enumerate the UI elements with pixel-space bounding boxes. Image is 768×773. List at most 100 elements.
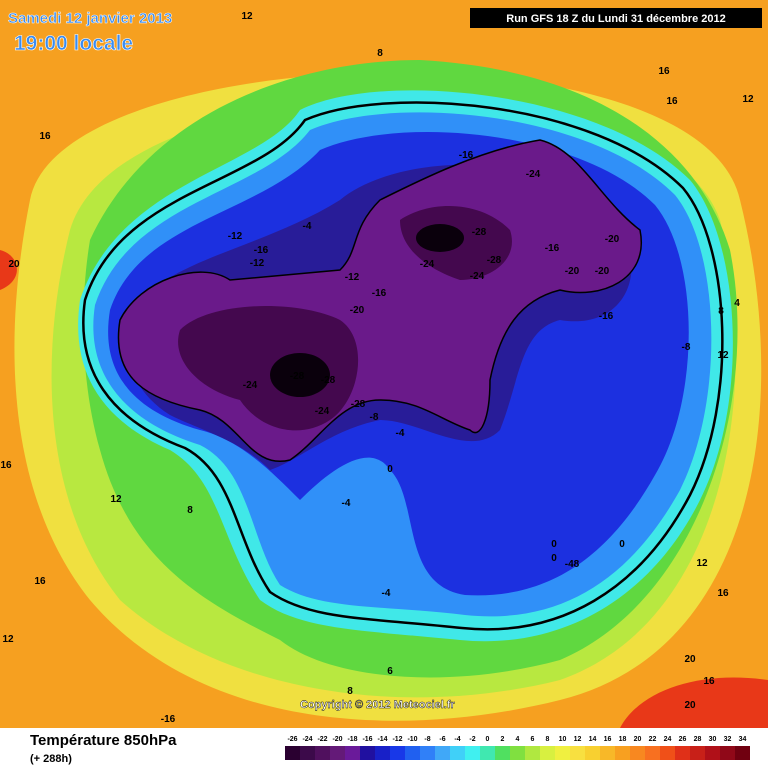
legend-tick-label: -14 [377,736,387,743]
contour-label: -24 [420,259,435,270]
legend-swatch [585,746,600,760]
contour-label: 12 [717,350,729,361]
contour-label: -16 [599,311,614,322]
legend-swatch [525,746,540,760]
legend-swatch [690,746,705,760]
zone-black [270,353,330,397]
contour-label: 0 [619,539,625,550]
contour-label: 20 [8,259,20,270]
legend-tick-label: -26 [287,736,297,743]
contour-label: 12 [742,94,754,105]
run-info: Run GFS 18 Z du Lundi 31 décembre 2012 [506,13,725,25]
legend: -26 -24 -22 -20 -18 -16 -14 -12 -10 -8 -6 -4 -2 0 2 4 6 8… [285,736,750,760]
zone-black [416,224,464,252]
contour-label: 8 [718,306,724,317]
legend-tick-label: 32 [724,736,732,743]
legend-swatch [330,746,345,760]
contour-label: -8 [682,342,691,353]
contour-label: 12 [241,11,253,22]
contour-label: -24 [315,406,330,417]
contour-label: -28 [472,227,487,238]
contour-label: -24 [470,271,485,282]
contour-label: -12 [250,258,265,269]
legend-tick-label: -10 [407,736,417,743]
contour-label: 20 [684,654,696,665]
legend-swatch [600,746,615,760]
legend-tick-label: 18 [619,736,627,743]
legend-tick-label: 0 [486,736,490,743]
contour-label: -20 [350,305,365,316]
contour-label: 6 [387,666,393,677]
legend-swatch [345,746,360,760]
legend-swatch [675,746,690,760]
contour-label: -20 [595,266,610,277]
contour-label: 16 [34,576,46,587]
legend-tick-label: 26 [679,736,687,743]
legend-swatch [435,746,450,760]
contour-label: -24 [243,380,258,391]
contour-label: -20 [565,266,580,277]
contour-label: -8 [370,412,379,423]
legend-tick-label: -8 [424,736,430,743]
legend-tick-label: 12 [574,736,582,743]
legend-tick-label: -24 [302,736,312,743]
contour-label: 16 [703,676,715,687]
copyright: Copyright © 2012 Meteociel.fr [300,699,456,711]
legend-swatch [420,746,435,760]
legend-tick-label: -2 [469,736,475,743]
contour-label: -4 [342,498,351,509]
zone-dark-purple [178,206,512,431]
legend-tick-label: 8 [546,736,550,743]
contour-label: 0 [551,539,557,550]
legend-tick-label: 14 [589,736,597,743]
contour-label: -28 [290,371,305,382]
legend-tick-label: -22 [317,736,327,743]
contour-zero [82,101,724,631]
contour-label: -16 [459,150,474,161]
footer-lead: (+ 288h) [30,753,72,765]
legend-swatch [570,746,585,760]
contour-label: 8 [187,505,193,516]
legend-swatch [390,746,405,760]
contour-label: -28 [487,255,502,266]
legend-swatch [540,746,555,760]
legend-swatch [705,746,720,760]
legend-swatch [480,746,495,760]
legend-swatch [495,746,510,760]
contour-label: -4 [396,428,405,439]
contour-label: -24 [526,169,541,180]
contour-label: 16 [658,66,670,77]
legend-tick-label: -16 [362,736,372,743]
legend-swatch [360,746,375,760]
legend-swatch [405,746,420,760]
contour-label: -16 [372,288,387,299]
legend-swatch [465,746,480,760]
contour-label: 0 [551,553,557,564]
contour-label: 12 [696,558,708,569]
contour-label: 20 [684,700,696,711]
contour-label: 12 [110,494,122,505]
legend-swatch [615,746,630,760]
footer-title: Température 850hPa [30,732,177,749]
legend-swatch [735,746,750,760]
legend-swatch [645,746,660,760]
contour-label: -12 [345,272,360,283]
legend-swatch [375,746,390,760]
contour-label: -4 [303,221,312,232]
legend-tick-label: -18 [347,736,357,743]
time: 19:00 locale [14,32,133,55]
legend-tick-label: 10 [559,736,567,743]
contour-label: 8 [347,686,353,697]
legend-swatch [720,746,735,760]
legend-swatch [630,746,645,760]
legend-swatch [555,746,570,760]
legend-tick-label: 28 [694,736,702,743]
contour-label: 16 [0,460,12,471]
contour-label: -16 [161,714,176,725]
contour-label: -48 [565,559,580,570]
contour-minus-twenty [117,139,643,463]
legend-tick-label: 34 [739,736,747,743]
contour-label: -28 [321,375,336,386]
